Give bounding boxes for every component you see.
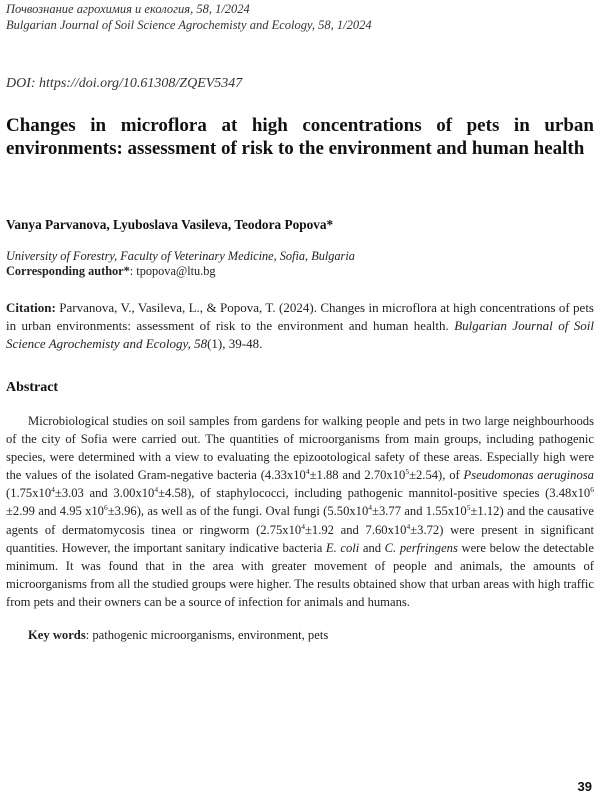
- citation-text: Parvanova, V., Vasileva, L., & Popova, T…: [6, 300, 594, 333]
- keywords-label: Key words: [28, 628, 86, 642]
- journal-header-english: Bulgarian Journal of Soil Science Agroch…: [6, 18, 372, 32]
- keywords-text: : pathogenic microorganisms, environment…: [85, 628, 329, 642]
- species-name: E. coli: [325, 540, 360, 555]
- article-title: Changes in microflora at high concentrat…: [6, 115, 594, 159]
- abstract-text: Microbiological studies on soil samples …: [6, 414, 595, 609]
- species-name: C. perfringens: [384, 540, 458, 555]
- citation-issue: (1), 39-48.: [207, 336, 263, 351]
- abstract-heading: Abstract: [6, 380, 59, 395]
- citation-label: Citation:: [6, 300, 56, 315]
- doi-link[interactable]: DOI: https://doi.org/10.61308/ZQEV5347: [6, 76, 243, 91]
- corresponding-author-email[interactable]: : tpopova@ltu.bg: [129, 264, 216, 278]
- author-list: Vanya Parvanova, Lyuboslava Vasileva, Te…: [6, 217, 334, 232]
- keywords: Key words: pathogenic microorganisms, en…: [28, 628, 328, 643]
- page-number: 39: [577, 779, 592, 794]
- species-name: Pseudomonas aeruginosa: [463, 468, 594, 483]
- journal-header-bulgarian: Почвознание агрохимия и екология, 58, 1/…: [6, 2, 250, 16]
- citation-journal: Bulgarian Journal of Soil Science Agroch…: [6, 318, 594, 351]
- author-affiliation: University of Forestry, Faculty of Veter…: [6, 249, 355, 263]
- corresponding-author-label: Corresponding author*: [6, 264, 130, 278]
- corresponding-author: Corresponding author*: tpopova@ltu.bg: [6, 264, 216, 279]
- citation: Citation: Parvanova, V., Vasileva, L., &…: [6, 299, 594, 353]
